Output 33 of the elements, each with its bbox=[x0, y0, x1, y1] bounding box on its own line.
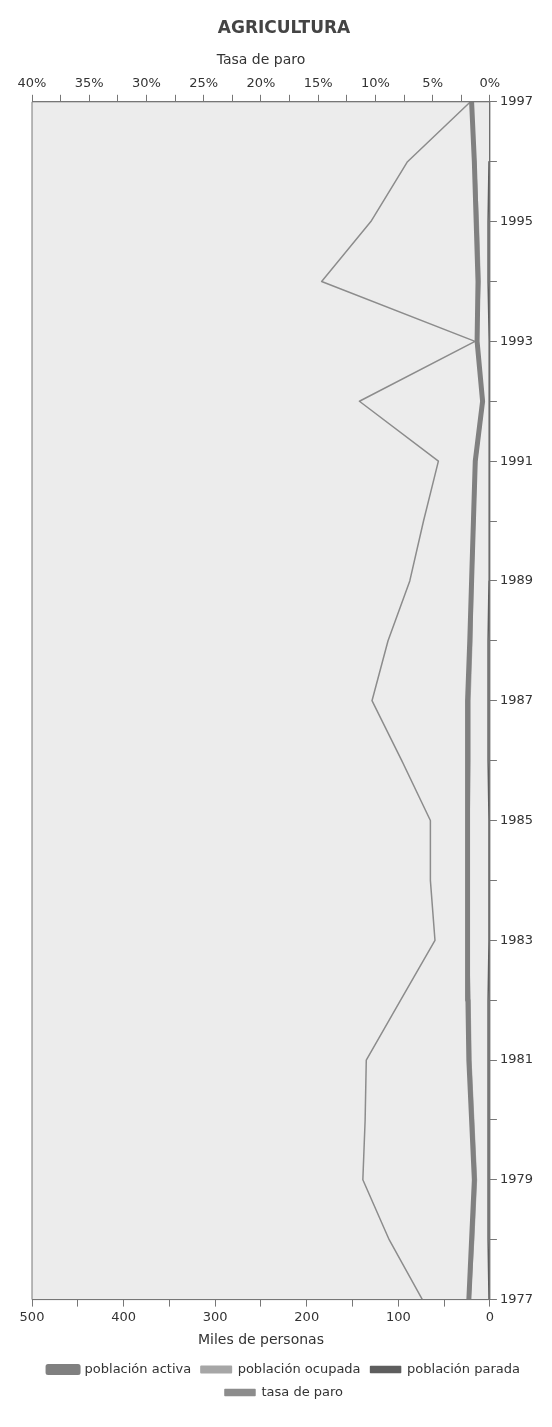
legend-label: población ocupada bbox=[237, 1360, 361, 1376]
x-tick-label: 400 bbox=[111, 1308, 136, 1324]
x2-tick-label: 25% bbox=[189, 75, 219, 91]
chart-title: AGRICULTURA bbox=[217, 16, 352, 37]
x-tick-label: 300 bbox=[202, 1308, 228, 1324]
y-tick-label: 1997 bbox=[499, 93, 534, 109]
x2-tick-label: 15% bbox=[303, 75, 333, 91]
x2-tick-label: 35% bbox=[74, 75, 104, 91]
legend-label: población parada bbox=[407, 1360, 520, 1376]
y-tick-label: 1981 bbox=[499, 1051, 534, 1067]
x2-axis-title: Tasa de paro bbox=[215, 51, 306, 68]
y-tick-label: 1983 bbox=[499, 931, 534, 947]
y-tick-label: 1987 bbox=[499, 692, 534, 708]
x2-tick-label: 0% bbox=[479, 75, 501, 91]
y-tick-label: 1985 bbox=[499, 811, 534, 827]
x2-tick-label: 40% bbox=[17, 75, 47, 91]
y-tick-label: 1993 bbox=[499, 332, 534, 348]
y-tick-label: 1989 bbox=[499, 572, 534, 588]
x-tick-label: 100 bbox=[385, 1308, 411, 1324]
x-axis-title: Miles de personas bbox=[197, 1331, 324, 1348]
legend-label: población activa bbox=[84, 1360, 192, 1376]
y-tick-label: 1979 bbox=[499, 1171, 534, 1187]
x2-tick-label: 10% bbox=[360, 75, 390, 91]
legend-label: tasa de paro bbox=[261, 1383, 344, 1399]
x-tick-label: 0 bbox=[485, 1308, 495, 1324]
x2-tick-label: 5% bbox=[422, 75, 443, 91]
x2-tick-label: 30% bbox=[132, 75, 161, 91]
x-tick-label: 200 bbox=[294, 1308, 320, 1324]
y-tick-label: 1995 bbox=[499, 212, 534, 228]
x2-tick-label: 20% bbox=[246, 75, 276, 91]
y-tick-label: 1991 bbox=[499, 452, 534, 468]
y-tick-label: 1977 bbox=[499, 1290, 534, 1306]
x-tick-label: 500 bbox=[19, 1308, 45, 1324]
